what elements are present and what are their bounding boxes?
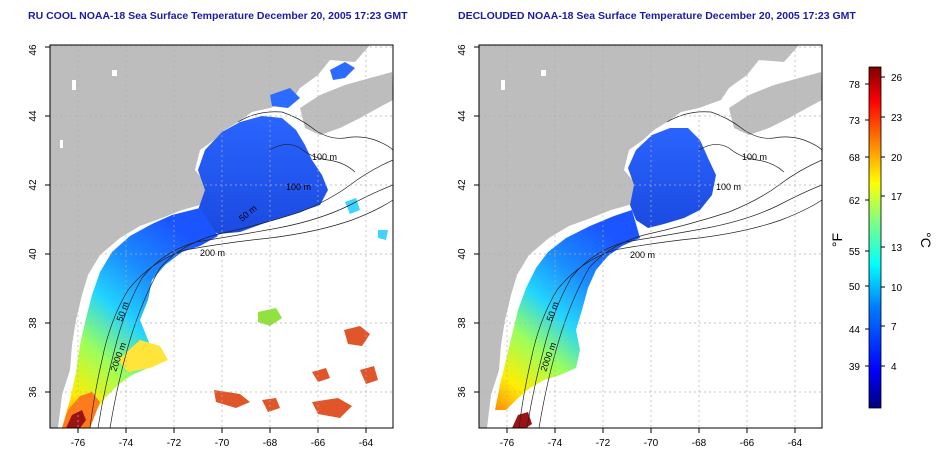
left-map-panel: 100 m 100 m 50 m 200 m 50 m 2000 m -76 -…: [28, 44, 394, 449]
colorbar-f-tick: 39: [849, 362, 861, 373]
left-lon-tick-label: -66: [311, 438, 326, 449]
right-gulf-of-maine-sst: [628, 128, 716, 228]
left-lat-tick-label: 46: [28, 44, 39, 56]
left-lon-tick-label: -70: [215, 438, 230, 449]
right-lat-tick-label: 38: [457, 317, 468, 329]
left-contour-label: 100 m: [312, 152, 337, 162]
colorbar-f-tick: 73: [849, 116, 861, 127]
right-lon-tick-label: -72: [596, 438, 611, 449]
right-bathymetry-contours: [518, 111, 822, 428]
right-lat-tick-label: 46: [457, 44, 468, 56]
colorbar-f-tick: 68: [849, 153, 861, 164]
colorbar: 78 73 68 62 55 50 44 39 26 23 20 17 13 1…: [829, 66, 934, 409]
left-contour-label: 200 m: [200, 248, 225, 258]
left-lon-tick-label: -64: [359, 438, 374, 449]
left-lat-tick-label: 40: [28, 248, 39, 260]
right-lon-tick-label: -76: [500, 438, 515, 449]
left-gulf-of-maine-sst: [198, 116, 328, 234]
colorbar-c-tick: 20: [891, 153, 903, 164]
colorbar-f-tick: 50: [849, 282, 861, 293]
left-offshore-warm-patches: [214, 326, 378, 418]
left-lon-tick-label: -72: [167, 438, 182, 449]
right-lat-tick-label: 36: [457, 386, 468, 398]
colorbar-gradient: [868, 66, 882, 409]
left-panel-title: RU COOL NOAA-18 Sea Surface Temperature …: [28, 10, 408, 22]
colorbar-c-tick: 10: [891, 283, 903, 294]
left-contour-label: 100 m: [286, 182, 311, 192]
right-map-panel: 100 m 100 m 200 m 50 m 2000 m -76 -74 -7…: [457, 44, 823, 449]
left-lon-tick-label: -74: [119, 438, 134, 449]
left-nova-scotia: [300, 72, 393, 135]
colorbar-c-tick: 17: [891, 192, 903, 203]
colorbar-celsius-label: °C: [918, 232, 934, 248]
left-lon-tick-label: -76: [71, 438, 86, 449]
colorbar-c-tick: 4: [891, 362, 897, 373]
right-contour-label: 100 m: [742, 152, 767, 162]
right-lon-tick-label: -70: [644, 438, 659, 449]
right-panel-title: DECLOUDED NOAA-18 Sea Surface Temperatur…: [458, 10, 856, 22]
colorbar-c-tick: 26: [891, 73, 903, 84]
right-lon-tick-label: -74: [548, 438, 563, 449]
left-lat-tick-label: 42: [28, 179, 39, 191]
colorbar-f-tick: 78: [849, 80, 861, 91]
right-contour-label: 200 m: [630, 250, 655, 260]
colorbar-f-tick: 62: [849, 196, 861, 207]
right-graticule: [479, 45, 822, 428]
colorbar-fahrenheit-label: °F: [829, 233, 845, 247]
colorbar-c-tick: 13: [891, 243, 903, 254]
right-lon-tick-label: -64: [788, 438, 803, 449]
right-nova-scotia: [729, 72, 822, 135]
left-lat-tick-label: 38: [28, 317, 39, 329]
left-lon-tick-label: -68: [263, 438, 278, 449]
left-graticule: [50, 45, 393, 428]
colorbar-f-tick: 55: [849, 247, 861, 258]
left-lat-tick-label: 36: [28, 386, 39, 398]
colorbar-f-tick: 44: [849, 325, 861, 336]
right-contour-label: 100 m: [716, 182, 741, 192]
colorbar-c-tick: 7: [891, 322, 897, 333]
right-lon-tick-label: -66: [740, 438, 755, 449]
left-land-mass: [50, 45, 370, 428]
right-lat-tick-label: 40: [457, 248, 468, 260]
left-bathymetry-contours: [89, 111, 393, 428]
right-land-mass: [479, 45, 799, 428]
colorbar-c-tick: 23: [891, 113, 903, 124]
left-lat-tick-label: 44: [28, 110, 39, 122]
right-lat-tick-label: 44: [457, 110, 468, 122]
left-shelf-sst: [62, 208, 218, 428]
right-lon-tick-label: -68: [692, 438, 707, 449]
right-lat-tick-label: 42: [457, 179, 468, 191]
